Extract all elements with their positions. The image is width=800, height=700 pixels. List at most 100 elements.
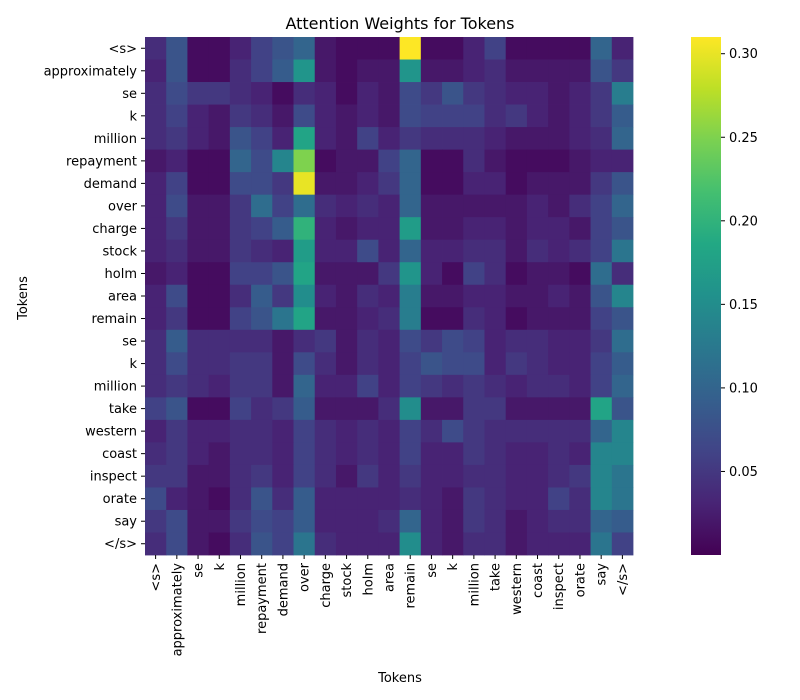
heatmap-cell bbox=[611, 532, 634, 556]
heatmap-cell bbox=[378, 487, 401, 511]
heatmap-cell bbox=[378, 509, 401, 533]
heatmap-cell bbox=[463, 262, 485, 286]
heatmap-cell bbox=[314, 284, 337, 308]
heatmap-cell bbox=[420, 127, 443, 151]
heatmap-cell bbox=[251, 104, 273, 128]
heatmap-cell bbox=[590, 82, 613, 105]
y-tick-label: </s> bbox=[104, 537, 137, 552]
heatmap-cell bbox=[590, 149, 613, 173]
heatmap-cell bbox=[187, 149, 210, 173]
heatmap-cell bbox=[378, 104, 401, 128]
heatmap-cell bbox=[399, 239, 422, 263]
y-tick-label: inspect bbox=[90, 470, 137, 485]
heatmap-cell bbox=[314, 509, 337, 533]
heatmap-cell bbox=[335, 352, 358, 376]
heatmap-cell bbox=[229, 82, 252, 105]
heatmap-cell bbox=[229, 307, 252, 331]
heatmap-cell bbox=[251, 329, 273, 353]
heatmap-cell bbox=[526, 419, 549, 443]
heatmap-cell bbox=[314, 172, 337, 196]
y-tick-label: over bbox=[108, 199, 138, 214]
heatmap-cell bbox=[590, 104, 613, 128]
heatmap-cell bbox=[314, 307, 337, 331]
x-tick-label: <s> bbox=[149, 563, 164, 592]
heatmap-cell bbox=[420, 37, 443, 60]
heatmap-cell bbox=[526, 239, 549, 263]
heatmap-cell bbox=[378, 464, 401, 488]
heatmap-cell bbox=[420, 464, 443, 488]
y-tick-label: <s> bbox=[108, 42, 137, 57]
heatmap-cell bbox=[420, 374, 443, 398]
heatmap-cell bbox=[526, 127, 549, 151]
heatmap-cell bbox=[229, 374, 252, 398]
heatmap-cell bbox=[357, 82, 379, 105]
y-tick-label: k bbox=[129, 357, 137, 372]
x-tick-label: stock bbox=[340, 563, 355, 598]
heatmap-cell bbox=[442, 82, 464, 105]
heatmap-cell bbox=[166, 397, 188, 421]
x-tick-label: inspect bbox=[552, 563, 567, 610]
heatmap-cell bbox=[208, 262, 231, 286]
heatmap-cell bbox=[505, 284, 528, 308]
colorbar-tick-label: 0.30 bbox=[729, 47, 758, 62]
heatmap-cell bbox=[272, 419, 294, 443]
heatmap-cell bbox=[357, 262, 379, 286]
heatmap-cell bbox=[399, 307, 422, 331]
heatmap-cell bbox=[357, 172, 379, 196]
heatmap-cell bbox=[229, 172, 252, 196]
heatmap-cell bbox=[442, 329, 464, 353]
heatmap-cell bbox=[420, 307, 443, 331]
heatmap-cell bbox=[399, 487, 422, 511]
heatmap-cell bbox=[526, 329, 549, 353]
heatmap-cell bbox=[420, 82, 443, 105]
heatmap-cell bbox=[335, 149, 358, 173]
heatmap-cell bbox=[611, 374, 634, 398]
x-tick-label: holm bbox=[361, 563, 376, 595]
heatmap-cell bbox=[166, 239, 188, 263]
heatmap-cell bbox=[272, 82, 294, 105]
heatmap-cell bbox=[569, 442, 591, 466]
heatmap-cell bbox=[548, 532, 570, 556]
heatmap-cell bbox=[293, 329, 316, 353]
heatmap-cell bbox=[463, 464, 485, 488]
heatmap-cell bbox=[357, 509, 379, 533]
heatmap-cell bbox=[526, 37, 549, 60]
heatmap-cell bbox=[208, 509, 231, 533]
heatmap-cell bbox=[314, 239, 337, 263]
heatmap-cell bbox=[293, 172, 316, 196]
heatmap-cell bbox=[442, 239, 464, 263]
x-tick-label: coast bbox=[531, 563, 546, 598]
heatmap-cell bbox=[590, 397, 613, 421]
heatmap-cell bbox=[526, 352, 549, 376]
heatmap-cell bbox=[293, 194, 316, 218]
y-axis: <s> approximately se k million repayment deman… bbox=[44, 42, 145, 552]
y-tick-label: area bbox=[108, 290, 137, 305]
heatmap-cell bbox=[484, 284, 507, 308]
heatmap-cell bbox=[526, 172, 549, 196]
heatmap-cell bbox=[378, 419, 401, 443]
heatmap-cell bbox=[378, 217, 401, 241]
heatmap-cell bbox=[145, 172, 167, 196]
heatmap-cell bbox=[187, 59, 210, 83]
heatmap-cell bbox=[357, 194, 379, 218]
heatmap-cell bbox=[611, 464, 634, 488]
heatmap-cell bbox=[208, 194, 231, 218]
heatmap-cell bbox=[166, 149, 188, 173]
heatmap-cell bbox=[611, 262, 634, 286]
heatmap-cell bbox=[229, 239, 252, 263]
heatmap-cell bbox=[357, 464, 379, 488]
heatmap-cell bbox=[399, 217, 422, 241]
heatmap-cell bbox=[187, 127, 210, 151]
heatmap-cell bbox=[187, 104, 210, 128]
heatmap-cell bbox=[293, 104, 316, 128]
heatmap-cell bbox=[420, 487, 443, 511]
heatmap-cell bbox=[548, 509, 570, 533]
x-tick-label: demand bbox=[276, 563, 291, 616]
heatmap-cell bbox=[251, 239, 273, 263]
heatmap-cell bbox=[335, 397, 358, 421]
heatmap-cell bbox=[505, 329, 528, 353]
heatmap-cell bbox=[145, 37, 167, 60]
heatmap-cell bbox=[548, 127, 570, 151]
heatmap-cell bbox=[590, 127, 613, 151]
